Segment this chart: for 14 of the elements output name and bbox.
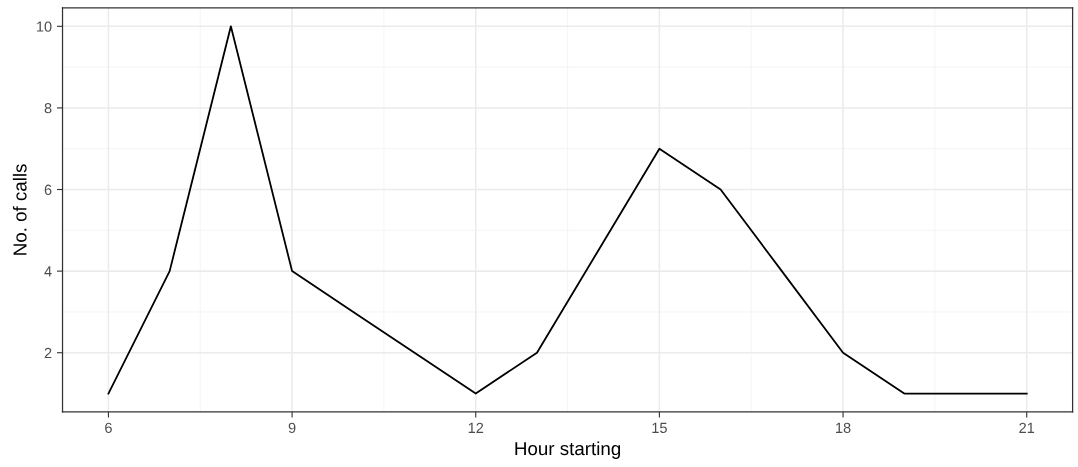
- x-tick-label: 21: [1019, 422, 1035, 433]
- y-tick-label: 8: [44, 103, 52, 114]
- x-tick-label: 18: [836, 422, 851, 434]
- y-tick-label: 2: [44, 347, 52, 359]
- line-series: [107, 25, 1028, 395]
- y-axis-title: No. of calls: [12, 164, 27, 255]
- x-tick-label: 9: [288, 422, 296, 434]
- x-tick-label: 12: [468, 422, 484, 433]
- y-tick-label: 6: [44, 184, 52, 195]
- x-axis-title: Hour starting: [515, 441, 621, 459]
- x-tick-label: 6: [105, 422, 112, 434]
- x-tick-label: 15: [652, 422, 667, 434]
- y-tick-label: 10: [37, 21, 52, 32]
- y-tick-label: 4: [44, 266, 52, 277]
